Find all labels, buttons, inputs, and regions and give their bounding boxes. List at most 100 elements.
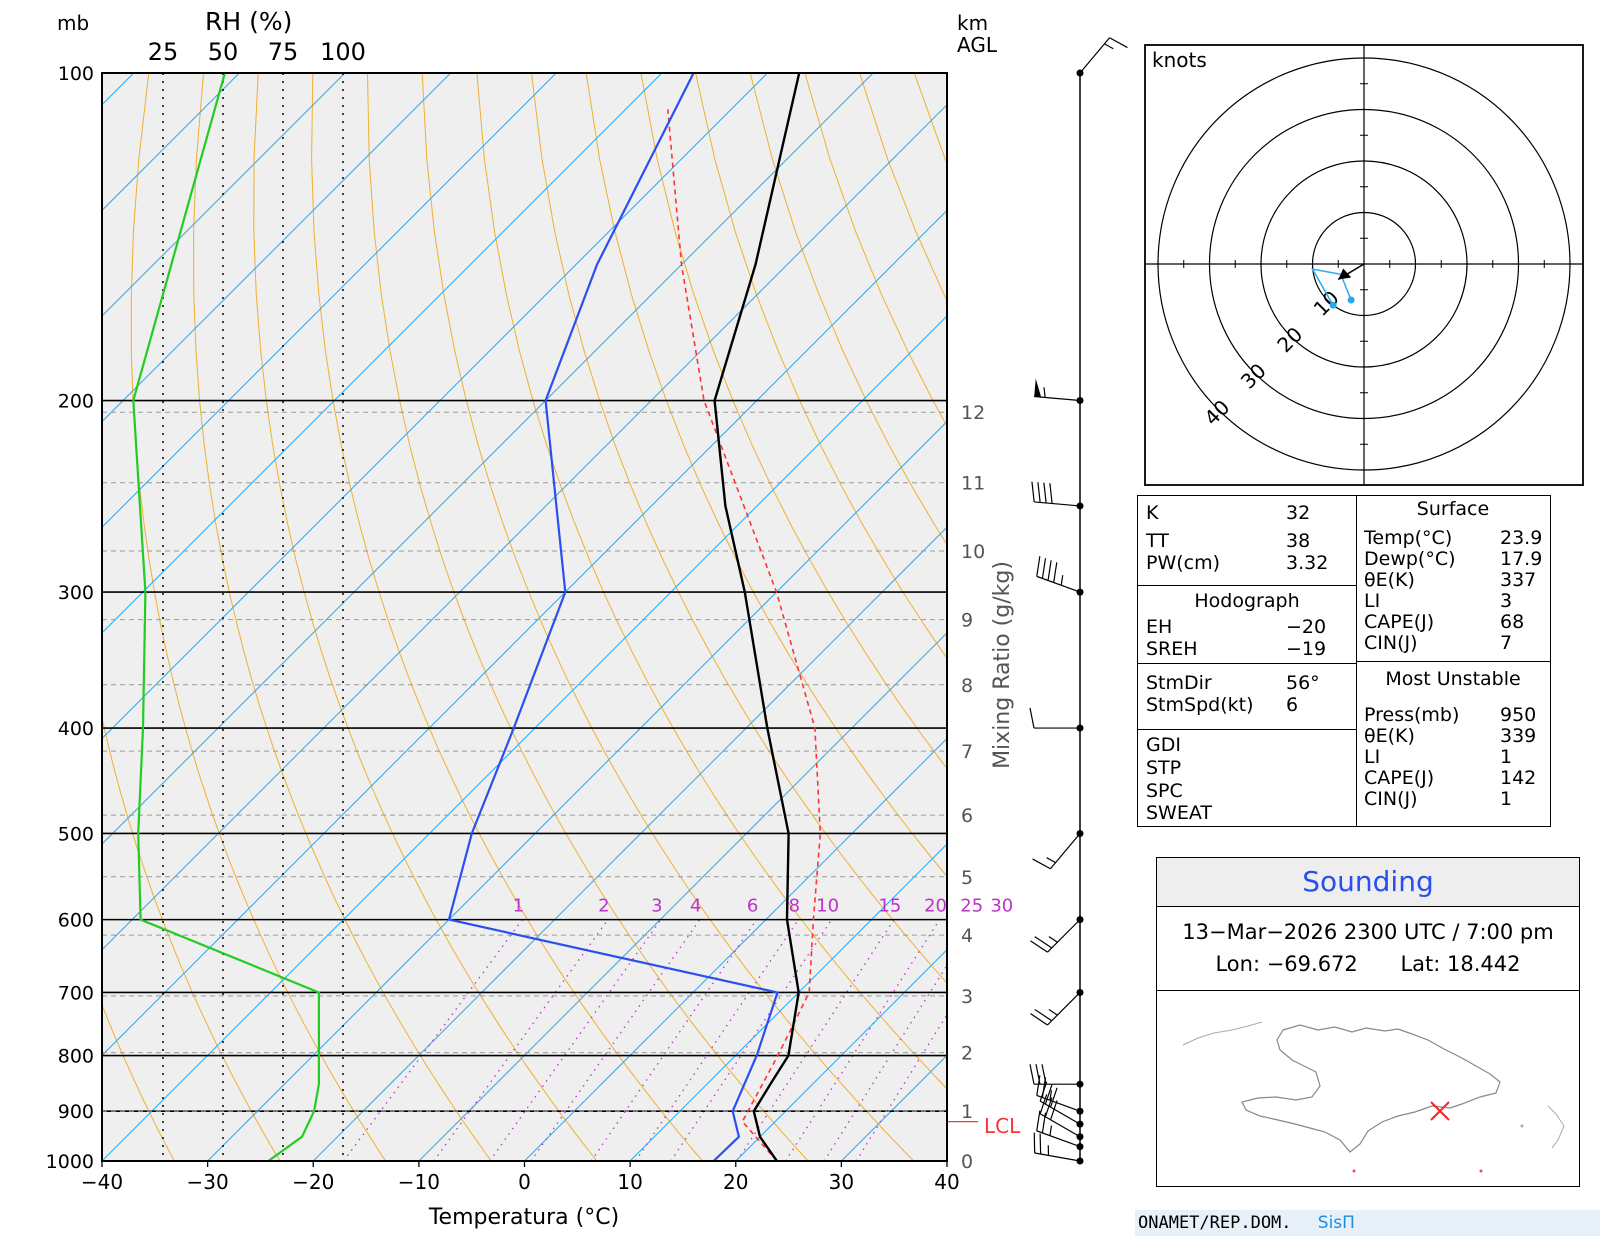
hodograph-trace xyxy=(1311,268,1352,306)
height-km-label: 12 xyxy=(961,402,985,424)
isotherm xyxy=(102,104,947,951)
isotherm xyxy=(207,420,947,1161)
wind-barb-feather xyxy=(1036,1110,1041,1131)
height-km-label: 7 xyxy=(961,741,973,763)
index-label: GDI xyxy=(1146,734,1181,756)
dry-adiabat xyxy=(102,715,281,1161)
wind-barb-flag xyxy=(1034,378,1042,398)
sounding-datetime: 13−Mar−2026 2300 UTC / 7:00 pm xyxy=(1182,920,1554,944)
isotherm xyxy=(418,632,947,1161)
height-km-label: 6 xyxy=(961,805,973,827)
temperature-tick-label: 30 xyxy=(829,1170,854,1194)
temperature-tick-label: 20 xyxy=(723,1170,748,1194)
index-value: −19 xyxy=(1286,638,1327,660)
wind-barb xyxy=(1036,556,1084,596)
index-label: LI xyxy=(1364,590,1381,612)
pressure-tick-label: 700 xyxy=(58,982,94,1004)
mixing-ratio-line xyxy=(785,919,941,1161)
index-value: −20 xyxy=(1286,616,1327,638)
mixing-ratio-label: 15 xyxy=(878,896,901,917)
index-label: Dewp(°C) xyxy=(1364,548,1456,570)
pressure-tick-label: 100 xyxy=(58,63,94,85)
misc-indices: GDI STP SPC SWEAT xyxy=(1138,730,1356,828)
dry-adiabat xyxy=(130,73,387,1161)
index-value: 17.9 xyxy=(1500,548,1543,570)
mixing-ratio-label: 30 xyxy=(990,896,1013,917)
index-label: θE(K) xyxy=(1364,725,1415,747)
mixing-ratio-line xyxy=(343,919,523,1161)
mixing-ratio-label: 25 xyxy=(960,896,983,917)
index-value: 32 xyxy=(1286,502,1311,524)
storm-motion-arrowhead xyxy=(1338,268,1352,280)
index-label: EH xyxy=(1146,616,1173,638)
index-value: 6 xyxy=(1286,694,1299,716)
wind-barb xyxy=(1036,1110,1084,1151)
index-label: θE(K) xyxy=(1364,569,1415,591)
height-km-label: 8 xyxy=(961,675,973,697)
pressure-tick-label: 600 xyxy=(58,910,94,932)
most-unstable-indices: Most Unstable Press(mb) 950 θE(K) 339 LI 1 … xyxy=(1356,662,1550,828)
map-dot xyxy=(1352,1169,1356,1173)
wind-barb-shaft xyxy=(1034,1152,1081,1162)
index-value: 950 xyxy=(1500,704,1537,726)
wind-barb-half-feather xyxy=(1048,1008,1058,1016)
isotherm xyxy=(102,73,346,317)
temperature-tick-label: 0 xyxy=(518,1170,531,1194)
wind-barb-shaft xyxy=(1047,992,1081,1026)
wind-barb xyxy=(1039,1094,1084,1141)
wind-barb-shaft xyxy=(1079,37,1111,74)
isotherm xyxy=(629,843,947,1161)
wind-barb-shaft xyxy=(1039,1100,1081,1125)
hodograph-indices: Hodograph EH −20 SREH −19 xyxy=(1138,586,1356,664)
mixing-ratio-label: 10 xyxy=(816,896,839,917)
dry-adiabat xyxy=(640,73,947,770)
wind-barb-feather xyxy=(1047,560,1052,581)
wind-barb-shaft xyxy=(1034,501,1081,507)
dry-adiabat xyxy=(531,73,947,984)
wind-barb-half-feather xyxy=(1046,857,1056,864)
wind-barb-feather xyxy=(1041,1064,1047,1085)
index-label: K xyxy=(1146,502,1159,524)
index-label: CAPE(J) xyxy=(1364,611,1435,633)
sounding-lon: Lon: −69.672 xyxy=(1215,952,1358,976)
dry-adiabat xyxy=(421,73,915,1161)
index-value: 38 xyxy=(1286,530,1311,552)
index-value: 337 xyxy=(1500,569,1537,591)
station-marker xyxy=(1430,1101,1450,1121)
height-km-label: 11 xyxy=(961,473,985,495)
wind-barb xyxy=(1030,916,1084,953)
wind-barb-feather xyxy=(1049,1100,1058,1120)
dry-adiabat xyxy=(253,73,598,1161)
rh-tick-label: 75 xyxy=(268,38,299,66)
footer-system: SisΠ xyxy=(1317,1213,1355,1233)
wind-barb-shaft xyxy=(1036,1094,1081,1112)
isotherm xyxy=(102,315,947,1161)
dry-adiabat xyxy=(695,73,947,660)
index-value: 56° xyxy=(1286,672,1320,694)
wind-barb-feather xyxy=(1049,1087,1058,1108)
pressure-tick-label: 500 xyxy=(58,823,94,845)
wind-barb-feather xyxy=(1035,1064,1041,1085)
wind-barb xyxy=(1029,1064,1084,1088)
dry-adiabat xyxy=(367,73,809,1161)
pressure-tick-label: 300 xyxy=(58,582,94,604)
isotherm xyxy=(102,73,451,423)
wind-barb xyxy=(1039,1081,1084,1128)
wind-barb-shaft xyxy=(1047,919,1081,953)
index-label: CIN(J) xyxy=(1364,788,1418,810)
wind-barb-feather xyxy=(1037,482,1041,503)
temperature-tick-label: −10 xyxy=(398,1170,440,1194)
mixing-ratio-label: 6 xyxy=(747,896,758,917)
surface-indices: Surface Temp(°C) 23.9 Dewp(°C) 17.9 θE(K) 3… xyxy=(1356,496,1550,662)
wind-barb-shaft xyxy=(1036,575,1081,593)
index-value: 339 xyxy=(1500,725,1537,747)
sounding-location: 13−Mar−2026 2300 UTC / 7:00 pm Lon: −69.… xyxy=(1157,906,1579,991)
cuba-coastline xyxy=(1182,1021,1263,1046)
height-km-label: 10 xyxy=(961,541,985,563)
x-axis-label: Temperatura (°C) xyxy=(428,1205,619,1230)
index-label: CIN(J) xyxy=(1364,632,1418,654)
isotherm xyxy=(524,737,947,1161)
map-dot xyxy=(1479,1169,1483,1173)
wind-barb-feather xyxy=(1032,858,1051,870)
